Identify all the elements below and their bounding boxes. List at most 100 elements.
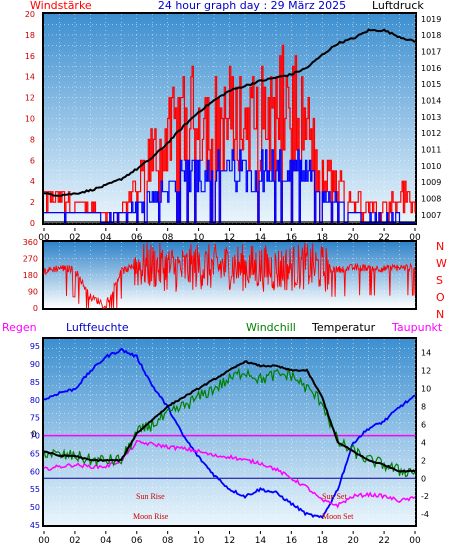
humidity-tick-label: 80 bbox=[30, 396, 40, 405]
pressure-tick-label: 1017 bbox=[421, 48, 441, 57]
humidity-tick-label: 90 bbox=[30, 360, 40, 369]
humidity-tick-label: 70 bbox=[30, 432, 40, 441]
direction-tick-label: 360 bbox=[23, 238, 38, 247]
direction-tick-label: 0 bbox=[33, 304, 38, 313]
x-tick-label: 08 bbox=[162, 233, 174, 243]
wind-tick-label: 14 bbox=[25, 73, 35, 82]
temp-series bbox=[43, 347, 416, 519]
x-tick-label: 12 bbox=[224, 536, 235, 546]
temperature-tick-label: 10 bbox=[421, 384, 431, 393]
x-tick-label: 04 bbox=[100, 536, 112, 546]
zero-marker: 0 bbox=[31, 430, 37, 440]
x-tick-label: 18 bbox=[317, 536, 329, 546]
pressure-axis-label: Luftdruck bbox=[372, 0, 424, 12]
wind-pressure-panel: Windstärke 24 hour graph day : 29 März 2… bbox=[25, 0, 442, 243]
x-tick-label: 22 bbox=[378, 233, 389, 243]
x-tick-label: 16 bbox=[286, 233, 298, 243]
legend-dewpoint: Taupunkt bbox=[391, 321, 443, 334]
legend-temperature: Temperatur bbox=[311, 321, 376, 334]
pressure-tick-label: 1013 bbox=[421, 113, 441, 122]
pressure-line bbox=[43, 28, 416, 197]
pressure-tick-label: 1015 bbox=[421, 80, 441, 89]
wind-tick-label: 8 bbox=[30, 135, 35, 144]
temp-humidity-panel: Regen Luftfeuchte Windchill Temperatur T… bbox=[2, 321, 443, 546]
pressure-tick-label: 1008 bbox=[421, 195, 441, 204]
humidity-tick-label: 95 bbox=[30, 342, 40, 351]
pressure-tick-label: 1007 bbox=[421, 211, 441, 220]
wind-axis-label: Windstärke bbox=[30, 0, 92, 12]
temperature-right-ticks: 14 12 10 8 6 4 2 0 -2 -4 bbox=[421, 348, 431, 519]
direction-tick-label: 270 bbox=[23, 255, 38, 264]
wind-tick-label: 2 bbox=[30, 198, 35, 207]
sun-set-label: Sun Set bbox=[322, 492, 347, 501]
pressure-right-ticks: 1019 1018 1017 1016 1015 1014 1013 1012 1011 1010… bbox=[421, 15, 441, 220]
temperature-tick-label: 6 bbox=[421, 420, 426, 429]
x-tick-label: 06 bbox=[131, 233, 143, 243]
temperature-tick-label: -4 bbox=[421, 510, 429, 519]
temp-x-ticks: 00 02 04 06 08 10 12 14 16 18 20 22 00 bbox=[38, 531, 421, 546]
wind-speed-line bbox=[44, 149, 415, 224]
chart-title: 24 hour graph day : 29 März 2025 bbox=[158, 0, 346, 12]
humidity-tick-label: 60 bbox=[30, 467, 40, 476]
compass-label: S bbox=[436, 274, 443, 287]
wind-tick-label: 6 bbox=[30, 156, 35, 165]
direction-tick-label: 180 bbox=[23, 271, 38, 280]
x-tick-label: 14 bbox=[255, 536, 267, 546]
sun-rise-label: Sun Rise bbox=[136, 492, 165, 501]
moon-set-label: Moon Set bbox=[322, 512, 354, 521]
wind-tick-label: 4 bbox=[30, 177, 35, 186]
humidity-tick-label: 65 bbox=[30, 449, 40, 458]
temperature-tick-label: 14 bbox=[421, 348, 431, 357]
x-tick-label: 20 bbox=[347, 233, 359, 243]
wind-tick-label: 12 bbox=[25, 94, 35, 103]
wind-x-ticks: 00 02 04 06 08 10 12 14 16 18 20 22 00 bbox=[38, 228, 421, 243]
humidity-tick-label: 50 bbox=[30, 503, 40, 512]
x-tick-label: 16 bbox=[286, 536, 298, 546]
pressure-tick-label: 1018 bbox=[421, 31, 441, 40]
humidity-tick-label: 85 bbox=[30, 378, 40, 387]
x-tick-label: 00 bbox=[409, 233, 421, 243]
x-tick-label: 14 bbox=[255, 233, 267, 243]
wind-bars bbox=[44, 44, 416, 224]
legend-rain: Regen bbox=[2, 321, 37, 334]
direction-ticks: 360 270 180 90 0 bbox=[23, 238, 38, 313]
x-tick-label: 00 bbox=[409, 536, 421, 546]
dewpoint-line bbox=[43, 439, 416, 509]
temperature-tick-label: -2 bbox=[421, 492, 429, 501]
compass-label: N bbox=[436, 240, 444, 253]
humidity-tick-label: 45 bbox=[30, 521, 40, 530]
legend-windchill: Windchill bbox=[246, 321, 296, 334]
legend-humidity: Luftfeuchte bbox=[66, 321, 129, 334]
temperature-line bbox=[43, 360, 416, 473]
x-tick-label: 02 bbox=[69, 536, 80, 546]
wind-tick-label: 10 bbox=[25, 115, 35, 124]
pressure-tick-label: 1011 bbox=[421, 146, 441, 155]
wind-tick-label: 16 bbox=[25, 52, 35, 61]
pressure-series bbox=[43, 28, 416, 197]
wind-tick-label: 0 bbox=[30, 219, 35, 228]
compass-label: N bbox=[436, 308, 444, 321]
pressure-tick-label: 1009 bbox=[421, 178, 441, 187]
x-tick-label: 00 bbox=[38, 233, 50, 243]
x-tick-label: 08 bbox=[162, 536, 174, 546]
direction-series bbox=[43, 242, 416, 309]
x-tick-label: 20 bbox=[347, 536, 359, 546]
x-tick-label: 12 bbox=[224, 233, 235, 243]
pressure-tick-label: 1012 bbox=[421, 129, 441, 138]
compass-label: O bbox=[436, 291, 445, 304]
pressure-tick-label: 1010 bbox=[421, 162, 441, 171]
humidity-left-ticks: 95 90 85 80 75 70 65 60 55 50 45 bbox=[30, 342, 40, 530]
x-tick-label: 10 bbox=[193, 233, 205, 243]
pressure-tick-label: 1019 bbox=[421, 15, 441, 24]
wind-tick-label: 20 bbox=[25, 10, 35, 19]
moon-rise-label: Moon Rise bbox=[133, 512, 169, 521]
x-tick-label: 22 bbox=[378, 536, 389, 546]
temperature-tick-label: 2 bbox=[421, 456, 426, 465]
direction-tick-label: 90 bbox=[28, 288, 38, 297]
pressure-tick-label: 1016 bbox=[421, 64, 441, 73]
